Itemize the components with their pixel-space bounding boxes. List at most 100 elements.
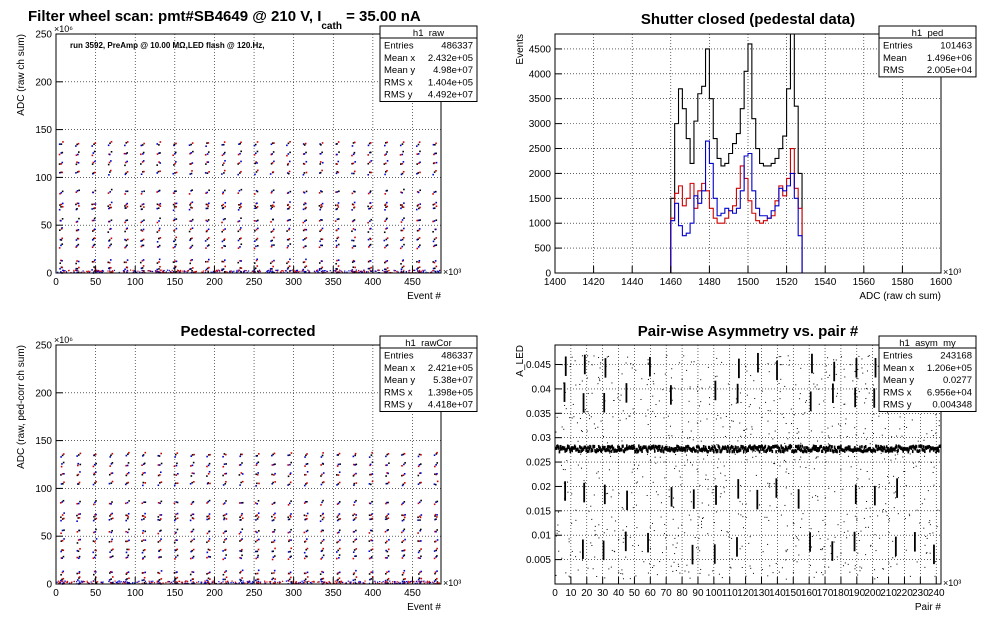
scatter-point	[255, 220, 258, 222]
plot-frame	[554, 344, 942, 585]
scatter-point	[370, 270, 373, 272]
x-tick-label: 220	[896, 588, 913, 599]
scatter-point	[126, 266, 129, 269]
scatter-point	[172, 270, 175, 273]
scatter-point	[795, 449, 798, 453]
scatter-point	[678, 362, 680, 364]
stats-row-value: 1.496e+06	[927, 53, 972, 64]
scatter-point	[255, 228, 258, 231]
x-tick-label: 210	[880, 588, 897, 599]
scatter-point	[419, 171, 421, 174]
scatter-point	[565, 408, 567, 410]
scatter-point	[716, 449, 719, 453]
scatter-point	[707, 533, 709, 535]
scatter-point	[659, 561, 661, 563]
x-tick-label: 110	[722, 588, 738, 599]
scatter-point	[690, 519, 692, 521]
scatter-point	[63, 481, 65, 484]
scatter-point	[587, 355, 589, 357]
y-tick-label: 50	[41, 532, 53, 543]
scatter-point	[435, 205, 438, 208]
scatter-point	[271, 204, 274, 207]
scatter-point	[666, 355, 668, 357]
scatter-point	[335, 474, 338, 476]
scatter-point	[434, 465, 436, 468]
y-tick-label: 3000	[529, 119, 552, 130]
scatter-point	[338, 554, 341, 556]
scatter-point	[727, 383, 729, 385]
scatter-point	[237, 261, 240, 264]
scatter-point	[689, 386, 691, 388]
scatter-point	[157, 271, 159, 273]
scatter-point	[302, 582, 304, 585]
scatter-point	[109, 206, 111, 209]
scatter-point	[385, 455, 387, 458]
scatter-point	[177, 270, 179, 272]
scatter-point	[111, 576, 114, 578]
scatter-point	[323, 481, 325, 483]
x-tick-label: 1520	[775, 277, 798, 288]
scatter-point	[416, 260, 418, 263]
scatter-point	[581, 355, 583, 357]
scatter-point	[655, 416, 657, 418]
scatter-point	[834, 491, 836, 493]
scatter-point	[827, 427, 829, 429]
scatter-point	[126, 205, 129, 208]
scatter-point	[352, 266, 355, 269]
scatter-point	[419, 582, 422, 584]
scatter-point	[109, 244, 111, 247]
scatter-point	[805, 450, 808, 454]
scatter-point	[186, 580, 188, 582]
scatter-point	[405, 581, 408, 583]
scatter-point	[190, 557, 192, 560]
scatter-point	[635, 504, 637, 506]
scatter-point	[635, 369, 637, 371]
scatter-point	[240, 267, 243, 269]
scatter-point	[809, 450, 811, 452]
scatter-point	[334, 270, 336, 272]
scatter-point	[386, 227, 388, 229]
scatter-point	[349, 581, 351, 583]
scatter-point	[141, 239, 144, 242]
scatter-point	[404, 578, 406, 580]
scatter-point	[126, 152, 129, 154]
scatter-point	[336, 170, 339, 173]
scatter-point	[581, 380, 583, 382]
scatter-point	[273, 244, 275, 246]
scatter-point	[732, 448, 735, 452]
scatter-point	[702, 445, 705, 449]
scatter-point	[847, 445, 850, 449]
scatter-point	[836, 450, 838, 454]
scatter-point	[78, 529, 81, 532]
scatter-point	[862, 372, 864, 374]
scatter-point	[403, 217, 405, 219]
scatter-point	[137, 581, 139, 583]
scatter-point	[385, 549, 387, 552]
scatter-point	[709, 386, 711, 388]
scatter-point	[254, 207, 257, 210]
scatter-point	[189, 204, 191, 206]
scatter-point	[157, 464, 160, 466]
scatter-point	[86, 270, 88, 273]
scatter-point	[305, 245, 307, 247]
scatter-point	[430, 271, 432, 273]
scatter-point	[322, 547, 325, 550]
scatter-point	[93, 454, 96, 456]
scatter-point	[651, 522, 653, 524]
scatter-point	[677, 563, 679, 565]
y-tick-label: 200	[35, 77, 52, 88]
scatter-point	[175, 549, 177, 551]
scatter-point	[206, 556, 208, 559]
scatter-point	[257, 516, 260, 518]
scatter-point	[286, 230, 288, 232]
scatter-point	[259, 270, 261, 273]
scatter-point	[255, 464, 258, 466]
scatter-point	[914, 447, 917, 451]
scatter-point	[865, 554, 867, 556]
scatter-point	[298, 582, 300, 584]
scatter-point	[91, 208, 93, 210]
scatter-point	[163, 270, 165, 272]
scatter-point	[272, 189, 275, 192]
scatter-point	[302, 239, 305, 241]
scatter-point	[700, 379, 702, 381]
